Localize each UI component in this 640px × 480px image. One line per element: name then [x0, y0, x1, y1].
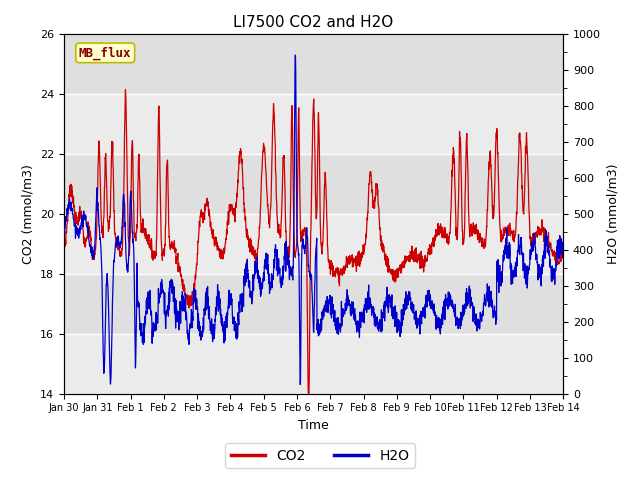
Y-axis label: H2O (mmol/m3): H2O (mmol/m3) — [607, 163, 620, 264]
Bar — [64, 34, 563, 94]
Legend: CO2, H2O: CO2, H2O — [225, 443, 415, 468]
Bar — [64, 154, 563, 214]
Text: MB_flux: MB_flux — [79, 46, 131, 60]
Title: LI7500 CO2 and H2O: LI7500 CO2 and H2O — [234, 15, 394, 30]
Bar — [64, 274, 563, 334]
Y-axis label: CO2 (mmol/m3): CO2 (mmol/m3) — [22, 164, 35, 264]
X-axis label: Time: Time — [298, 419, 329, 432]
